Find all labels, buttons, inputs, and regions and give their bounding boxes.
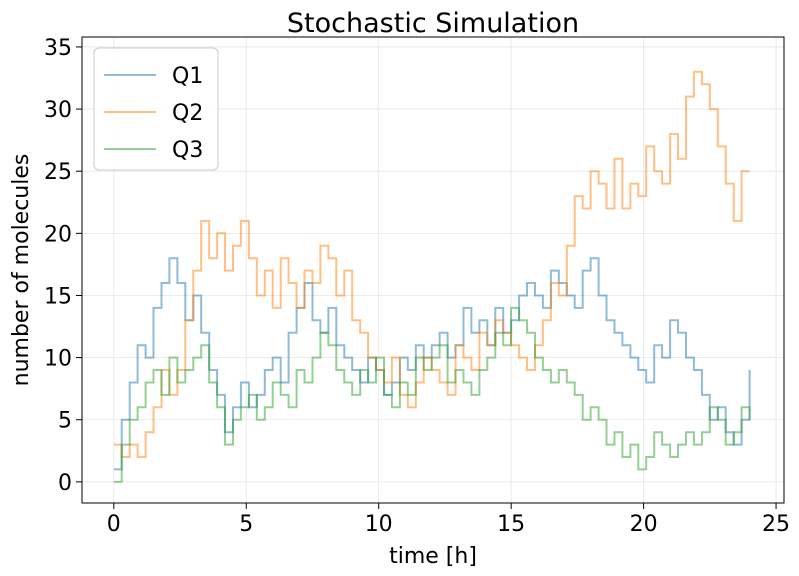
plot-frame <box>81 36 785 504</box>
grid <box>82 37 784 503</box>
legend-box <box>93 47 219 171</box>
y-tick-label: 20 <box>44 222 72 247</box>
legend-label-q1: Q1 <box>172 64 203 89</box>
x-tick-label: 0 <box>107 512 121 537</box>
x-tick-label: 15 <box>497 512 525 537</box>
y-tick-label: 5 <box>58 409 72 434</box>
y-axis-label: number of molecules <box>9 154 34 387</box>
x-tick-label: 25 <box>762 512 790 537</box>
y-tick-label: 10 <box>44 347 72 372</box>
x-tick-label: 5 <box>239 512 253 537</box>
y-tick-label: 35 <box>44 36 72 61</box>
legend-label-q2: Q2 <box>172 101 203 126</box>
chart-title: Stochastic Simulation <box>287 8 579 39</box>
y-tick-label: 25 <box>44 160 72 185</box>
series-line-q3 <box>113 306 751 483</box>
y-tick-label: 30 <box>44 98 72 123</box>
y-tick-label: 15 <box>44 284 72 309</box>
x-axis-label: time [h] <box>389 544 477 569</box>
series-layer <box>113 70 751 483</box>
x-tick-label: 10 <box>365 512 393 537</box>
legend: Q1 Q2 Q3 <box>93 47 219 171</box>
legend-label-q3: Q3 <box>172 138 203 163</box>
x-tick-label: 20 <box>630 512 658 537</box>
series-line-q1 <box>113 257 751 471</box>
y-tick-label: 0 <box>58 471 72 496</box>
ticks: 0 5 10 15 20 25 0 5 10 15 20 25 30 35 <box>44 36 790 537</box>
